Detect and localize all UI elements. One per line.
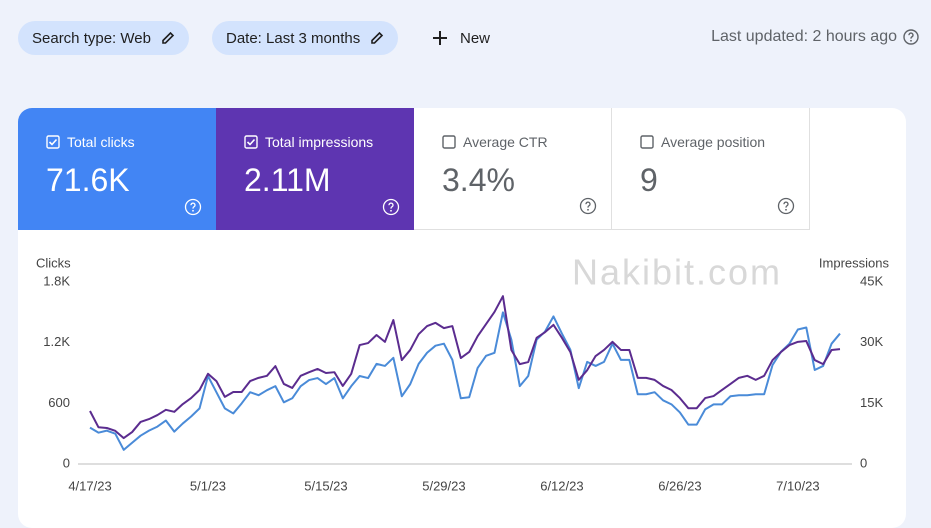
y2-tick-label: 15K — [860, 395, 883, 410]
metric-label: Total clicks — [67, 134, 135, 150]
help-icon[interactable] — [382, 198, 400, 216]
x-tick-label: 6/26/23 — [658, 478, 701, 493]
checkbox[interactable] — [442, 135, 456, 149]
metric-card[interactable]: Total impressions 2.11M — [216, 108, 414, 230]
filter-chip[interactable]: Date: Last 3 months — [212, 21, 399, 55]
edit-icon — [162, 31, 175, 44]
help-icon[interactable] — [903, 29, 919, 45]
x-tick-label: 5/1/23 — [190, 478, 226, 493]
metric-label: Average position — [661, 134, 766, 150]
series-line — [89, 311, 841, 451]
metric-header: Average position — [640, 134, 809, 150]
y2-tick-label: 0 — [860, 455, 867, 470]
chip-label: Search type: Web — [32, 29, 151, 47]
y-tick-label: 0 — [63, 455, 70, 470]
y-tick-label: 600 — [48, 395, 70, 410]
plus-icon — [433, 31, 447, 45]
checkbox[interactable] — [46, 135, 60, 149]
x-tick-label: 5/29/23 — [422, 478, 465, 493]
metric-value: 2.11M — [244, 162, 331, 198]
y-axis-title: Clicks — [36, 255, 71, 270]
y2-tick-label: 45K — [860, 273, 883, 288]
metric-header: Total impressions — [244, 134, 414, 150]
metric-value: 3.4% — [442, 162, 515, 198]
metric-card[interactable]: Average position 9 — [612, 108, 810, 230]
filter-chip[interactable]: Search type: Web — [18, 21, 189, 55]
y-tick-label: 1.2K — [43, 334, 70, 349]
chip-label: Date: Last 3 months — [226, 29, 361, 47]
help-icon[interactable] — [184, 198, 202, 216]
x-tick-label: 6/12/23 — [540, 478, 583, 493]
metric-label: Total impressions — [265, 134, 374, 150]
metric-value: 71.6K — [46, 162, 130, 198]
edit-icon — [371, 31, 384, 44]
y2-tick-label: 30K — [860, 334, 883, 349]
help-icon[interactable] — [579, 197, 597, 215]
checkbox[interactable] — [640, 135, 654, 149]
new-button[interactable]: New — [432, 21, 490, 55]
series-line — [89, 295, 841, 440]
y2-axis-title: Impressions — [819, 255, 890, 270]
x-tick-label: 5/15/23 — [304, 478, 347, 493]
last-updated: Last updated: 2 hours ago — [711, 28, 919, 46]
watermark: Nakibit.com — [572, 252, 782, 293]
y-tick-label: 1.8K — [43, 273, 70, 288]
performance-panel: Total clicks 71.6K Total impressions 2.11M A… — [18, 108, 906, 528]
checkbox[interactable] — [244, 135, 258, 149]
new-label: New — [460, 29, 491, 47]
metric-label: Average CTR — [463, 134, 548, 150]
metric-header: Average CTR — [442, 134, 611, 150]
metric-value: 9 — [640, 162, 658, 198]
x-tick-label: 7/10/23 — [776, 478, 819, 493]
metric-card[interactable]: Total clicks 71.6K — [18, 108, 216, 230]
last-updated-text: Last updated: 2 hours ago — [711, 28, 897, 45]
metric-header: Total clicks — [46, 134, 216, 150]
metric-card[interactable]: Average CTR 3.4% — [414, 108, 612, 230]
help-icon[interactable] — [777, 197, 795, 215]
x-tick-label: 4/17/23 — [68, 478, 111, 493]
